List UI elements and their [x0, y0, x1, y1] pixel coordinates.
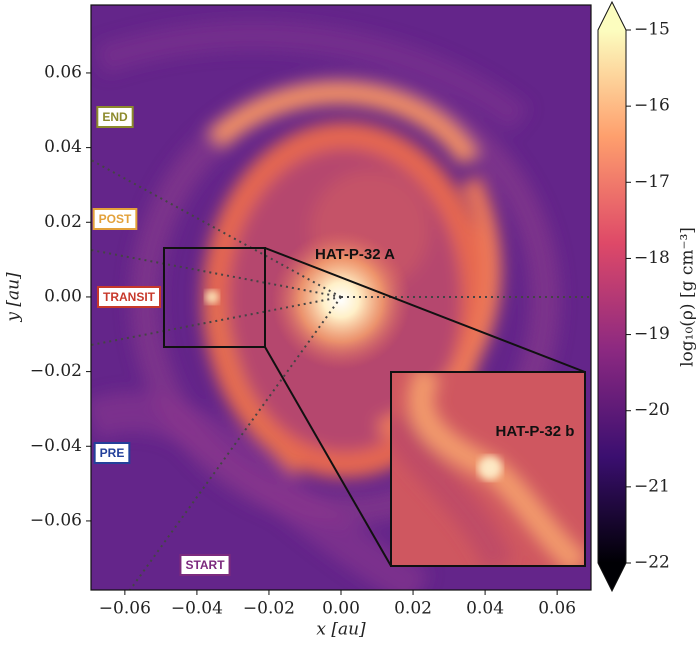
- colorbar-tick-label: −16: [634, 96, 670, 116]
- colorbar-tick-label: −18: [634, 248, 670, 268]
- y-tick-label: 0.00: [44, 286, 82, 306]
- x-axis-label: x [au]: [316, 620, 366, 640]
- colorbar-extend-bottom: [598, 563, 626, 591]
- x-tick-label: −0.02: [243, 599, 295, 619]
- x-tick-label: 0.04: [466, 599, 504, 619]
- x-tick-label: −0.04: [171, 599, 223, 619]
- colorbar-label: log₁₀(ρ) [g cm⁻³]: [678, 227, 698, 367]
- zoom-connector: [264, 346, 392, 567]
- colorbar-tick-label: −20: [634, 400, 670, 420]
- phase-label-box: [97, 286, 161, 308]
- planet-label: HAT-P-32 b: [496, 423, 575, 440]
- y-tick-label: 0.06: [44, 62, 82, 82]
- colorbar-tick-label: −19: [634, 324, 670, 344]
- phase-label: POST: [99, 212, 132, 226]
- star-label: HAT-P-32 A: [315, 246, 395, 263]
- x-tick-label: 0.06: [538, 599, 576, 619]
- phase-label: PRE: [100, 446, 125, 460]
- x-tick-label: 0.02: [394, 599, 432, 619]
- y-tick-label: 0.04: [44, 137, 82, 157]
- phase-label-box: [96, 106, 134, 128]
- inset-image: [391, 372, 585, 566]
- y-tick-label: −0.04: [30, 436, 82, 456]
- phase-label: END: [102, 110, 128, 124]
- colorbar-tick-label: −15: [634, 20, 670, 40]
- y-axis-label: y [au]: [4, 272, 24, 323]
- colorbar-tick-label: −22: [634, 553, 670, 573]
- zoom-connector: [264, 247, 586, 373]
- inset-frame: [390, 371, 586, 567]
- y-tick-label: −0.06: [30, 510, 82, 530]
- phase-label: START: [185, 558, 225, 572]
- x-tick-label: −0.06: [99, 599, 151, 619]
- colorbar-tick-label: −21: [634, 476, 670, 496]
- phase-label-box: [92, 208, 138, 230]
- zoom-box: [163, 247, 266, 348]
- phase-label-box: [179, 554, 231, 576]
- x-tick-label: 0.00: [322, 599, 360, 619]
- orbit-phase-lines: [90, 159, 591, 591]
- colorbar-extend-top: [598, 2, 626, 30]
- y-tick-label: 0.02: [44, 212, 82, 232]
- colorbar-tick-label: −17: [634, 172, 670, 192]
- phase-label: TRANSIT: [103, 290, 156, 304]
- colorbar: [598, 30, 626, 563]
- y-tick-label: −0.02: [30, 361, 82, 381]
- phase-label-box: [93, 442, 131, 464]
